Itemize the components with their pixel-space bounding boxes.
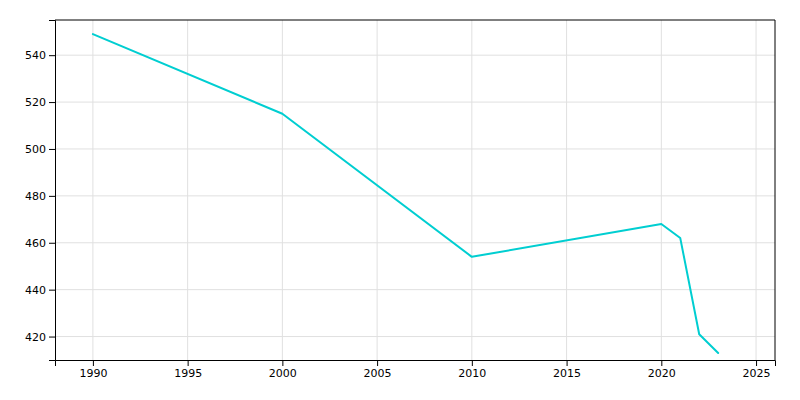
x-tick-mark (93, 360, 94, 366)
x-tick-mark (188, 360, 189, 366)
x-tick-mark (377, 360, 378, 366)
y-grid-line (55, 148, 775, 149)
y-tick-mark (49, 102, 55, 103)
y-tick-label: 420 (25, 331, 46, 344)
x-tick-mark (661, 360, 662, 366)
plot: 1990 1995 2000 2005 2010 2015 2020 2025 420 440 46… (25, 20, 776, 380)
y-tick: 540 (25, 49, 55, 62)
y-tick: 440 (25, 284, 55, 297)
x-grid-line (187, 20, 188, 360)
y-tick: 480 (25, 190, 55, 203)
frame-top (55, 20, 775, 21)
y-tick-mark (49, 55, 55, 56)
y-grid-line (55, 242, 775, 243)
y-tick: 460 (25, 237, 55, 250)
x-tick-label: 1990 (79, 367, 107, 380)
x-tick-mark (567, 360, 568, 366)
x-tick: 2010 (458, 360, 486, 380)
y-grid-line (55, 102, 775, 103)
y-axis: 420 440 460 480 500 520 540 (25, 21, 56, 361)
x-tick: 2025 (743, 360, 771, 380)
y-tick-label: 540 (25, 49, 46, 62)
x-grid-line (756, 20, 757, 360)
y-tick-label: 520 (25, 96, 46, 109)
marks (93, 34, 718, 353)
y-grid-line (55, 336, 775, 337)
line (93, 34, 718, 353)
y-grid-line (55, 289, 775, 290)
x-tick: 2005 (364, 360, 392, 380)
y-tick-mark (49, 337, 55, 338)
y-tick-mark (49, 196, 55, 197)
x-tick: 1990 (79, 360, 107, 380)
y-tick-label: 480 (25, 190, 46, 203)
grid (55, 20, 775, 360)
y-axis-line (49, 21, 56, 361)
x-tick-mark (282, 360, 283, 366)
x-grid-line (282, 20, 283, 360)
x-axis-line (56, 361, 776, 367)
x-tick-label: 2010 (458, 367, 486, 380)
x-tick-mark (472, 360, 473, 366)
y-grid-line (55, 55, 775, 56)
frame-right (775, 20, 776, 360)
x-tick: 2015 (553, 360, 581, 380)
x-tick-label: 2005 (364, 367, 392, 380)
x-tick: 1995 (174, 360, 202, 380)
x-grid-line (471, 20, 472, 360)
x-tick-label: 2000 (269, 367, 297, 380)
x-tick-label: 2025 (743, 367, 771, 380)
x-grid-line (661, 20, 662, 360)
y-tick-label: 500 (25, 143, 46, 156)
chart: 1990 1995 2000 2005 2010 2015 2020 2025 420 440 46… (0, 0, 800, 400)
x-grid-line (566, 20, 567, 360)
x-tick: 2020 (648, 360, 676, 380)
x-tick-label: 2020 (648, 367, 676, 380)
y-tick: 500 (25, 143, 55, 156)
x-tick-label: 2015 (553, 367, 581, 380)
y-tick-label: 460 (25, 237, 46, 250)
x-grid-line (92, 20, 93, 360)
y-tick-mark (49, 290, 55, 291)
y-tick: 520 (25, 96, 55, 109)
x-tick-mark (756, 360, 757, 366)
x-axis: 1990 1995 2000 2005 2010 2015 2020 2025 (56, 360, 776, 380)
y-tick-mark (49, 149, 55, 150)
x-tick-label: 1995 (174, 367, 202, 380)
x-grid-line (377, 20, 378, 360)
y-tick-mark (49, 243, 55, 244)
y-grid-line (55, 195, 775, 196)
y-tick: 420 (25, 331, 55, 344)
y-tick-label: 440 (25, 284, 46, 297)
x-tick: 2000 (269, 360, 297, 380)
